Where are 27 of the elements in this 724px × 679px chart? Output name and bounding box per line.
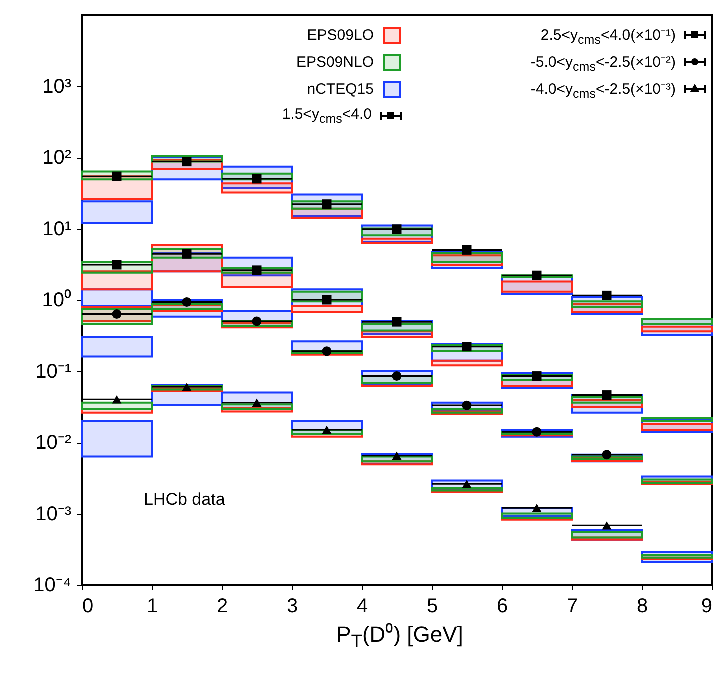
y-tick-label: 10³ (42, 76, 72, 98)
x-axis-title: P$_{T}$(D⁰) [GeV] (336, 621, 464, 652)
legend-label: -5.0<y$_{cms}$<-2.5(×10⁻²) (530, 52, 676, 74)
x-tick-label: 4 (356, 596, 368, 618)
legend-label: -4.0<y$_{cms}$<-2.5(×10⁻³) (530, 80, 676, 100)
y-tick-label: 10⁻⁴ (34, 574, 72, 596)
x-tick-label: 5 (426, 596, 438, 618)
x-tick-label: 8 (636, 596, 648, 618)
y-tick-label: 10⁰ (42, 288, 72, 312)
y-tick-label: 10⁻² (36, 432, 72, 454)
x-tick-label: 7 (566, 596, 578, 618)
y-tick-label: 10⁻¹ (36, 360, 72, 383)
x-tick-label: 6 (496, 596, 508, 618)
annotation: LHCb data (144, 490, 226, 509)
legend-label: EPS09LO (307, 26, 374, 44)
legend-label: 1.5<y$_{cms}$<4.0 (282, 106, 372, 126)
y-tick-label: 10¹ (42, 218, 72, 240)
legend-label: nCTEQ15 (307, 80, 374, 98)
x-tick-label: 3 (286, 596, 298, 618)
x-tick-label: 9 (701, 596, 712, 618)
legend-label: EPS09NLO (296, 54, 374, 70)
x-tick-label: 2 (216, 596, 228, 618)
y-tick-label: 10⁻³ (36, 503, 72, 526)
x-tick-label: 0 (82, 596, 94, 618)
x-tick-label: 1 (146, 596, 158, 618)
y-tick-label: 10² (42, 147, 72, 169)
legend-label: 2.5<y$_{cms}$<4.0(×10⁻¹) (540, 26, 676, 46)
